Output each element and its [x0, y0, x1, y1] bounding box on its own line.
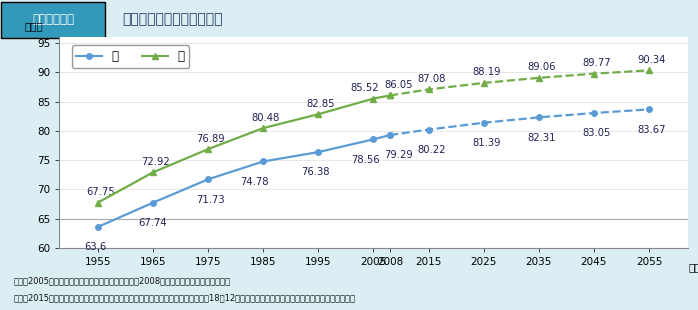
Text: 81.39: 81.39 — [472, 138, 500, 148]
Text: 82.31: 82.31 — [527, 133, 556, 143]
Text: 83.05: 83.05 — [582, 128, 611, 138]
Text: （歳）: （歳） — [25, 21, 43, 31]
Text: 87.08: 87.08 — [417, 74, 445, 84]
Text: 82.85: 82.85 — [307, 99, 335, 108]
Text: 89.77: 89.77 — [582, 58, 611, 68]
Text: 88.19: 88.19 — [472, 67, 500, 78]
Text: 90.34: 90.34 — [637, 55, 666, 65]
Text: 74.78: 74.78 — [241, 177, 269, 187]
Text: 83.67: 83.67 — [637, 125, 666, 135]
Text: 2015年以降は、国立社会保障・人口問題研究所「日本の将来推計人口（平成18年12月推計）」の出生中位・死亡中位仮定による推計結果: 2015年以降は、国立社会保障・人口問題研究所「日本の将来推計人口（平成18年1… — [14, 293, 356, 302]
Text: 89.06: 89.06 — [527, 62, 556, 72]
FancyBboxPatch shape — [1, 2, 105, 38]
Text: 67.74: 67.74 — [139, 218, 168, 228]
Text: 72.92: 72.92 — [142, 157, 170, 167]
Text: 平均寿命の推移と将来推計: 平均寿命の推移と将来推計 — [122, 12, 223, 26]
Text: 85.52: 85.52 — [351, 83, 380, 93]
Text: 71.73: 71.73 — [197, 195, 225, 205]
Text: 76.38: 76.38 — [302, 167, 329, 177]
Text: 79.29: 79.29 — [384, 150, 413, 160]
Text: 80.22: 80.22 — [417, 145, 445, 155]
Text: 78.56: 78.56 — [351, 155, 380, 165]
Text: 76.89: 76.89 — [197, 134, 225, 144]
Text: 80.48: 80.48 — [252, 113, 280, 122]
Text: 図１－１－７: 図１－１－７ — [32, 13, 74, 26]
Legend: 男, 女: 男, 女 — [71, 45, 189, 68]
Text: 資料：2005年までは、厚生労働省「完全生命表」、2008年は厚生労働者「簡易生命表」: 資料：2005年までは、厚生労働省「完全生命表」、2008年は厚生労働者「簡易生… — [14, 276, 231, 285]
Text: 63.6: 63.6 — [84, 242, 106, 252]
Text: （年）: （年） — [689, 262, 698, 272]
Text: 86.05: 86.05 — [384, 80, 413, 90]
Text: 67.75: 67.75 — [87, 187, 115, 197]
